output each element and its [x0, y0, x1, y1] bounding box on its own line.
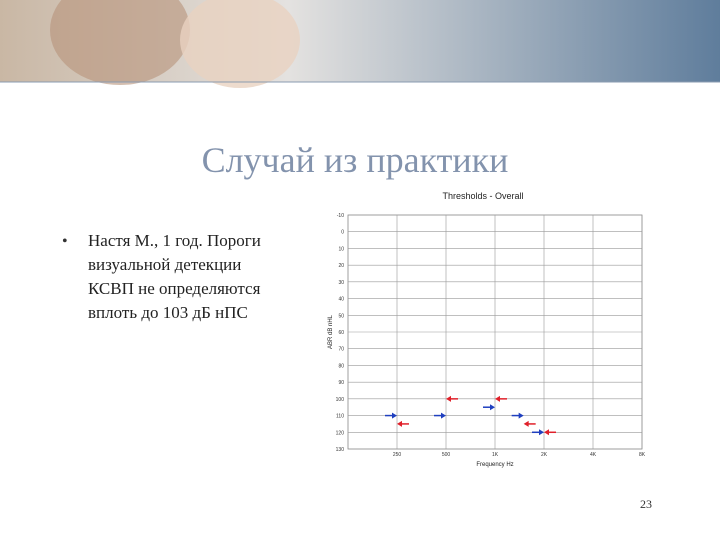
y-tick-label: 10: [338, 246, 344, 252]
chart-background: [318, 186, 660, 472]
arrow-head: [539, 429, 544, 436]
y-tick-label: 70: [338, 347, 344, 353]
x-tick-label: 1K: [492, 452, 499, 458]
y-tick-label: 40: [338, 297, 344, 303]
threshold-arrow: [397, 420, 409, 427]
arrow-head: [523, 420, 529, 427]
bullet: •: [62, 233, 68, 250]
threshold-arrow: [446, 395, 458, 402]
y-tick-label: -10: [337, 213, 344, 219]
y-tick-label: 0: [341, 230, 344, 236]
arrow-head: [495, 395, 500, 402]
y-tick-label: 60: [338, 330, 344, 336]
x-tick-label: 250: [393, 452, 402, 458]
y-tick-label: 90: [338, 380, 344, 386]
bullet-line: КСВП не определяются: [88, 279, 261, 298]
photo-face: [50, 0, 190, 85]
bullet-line: Настя М., 1 год. Пороги: [88, 231, 261, 250]
arrow-head: [518, 412, 524, 419]
arrow-head: [544, 429, 549, 436]
bullet-text: Настя М., 1 год. Пороги визуальной детекц…: [88, 231, 261, 322]
x-tick-label: 2K: [541, 452, 548, 458]
y-tick-label: 120: [336, 430, 345, 436]
x-tick-label: 4K: [590, 452, 597, 458]
arrow-head: [490, 404, 495, 411]
y-tick-label: 130: [336, 447, 345, 453]
arrow-head: [392, 412, 397, 419]
threshold-arrow: [434, 412, 446, 419]
bullet-line: вплоть до 103 дБ нПС: [88, 303, 248, 322]
y-tick-label: 50: [338, 313, 344, 319]
y-tick-label: 110: [336, 414, 344, 420]
arrow-head: [397, 420, 402, 427]
arrow-head: [441, 412, 446, 419]
page-number: 23: [640, 497, 652, 511]
threshold-arrow: [523, 420, 536, 427]
slide-title: Случай из практики: [202, 140, 509, 180]
y-tick-label: 100: [336, 397, 345, 403]
y-tick-label: 80: [338, 363, 344, 369]
bullet-line: визуальной детекции: [88, 255, 241, 274]
y-axis-label: ABR dB nHL: [328, 314, 334, 349]
x-axis-label: Frequency Hz: [476, 462, 513, 468]
x-tick-label: 8K: [639, 452, 646, 458]
threshold-arrow: [385, 412, 397, 419]
chart: -10 0 10 20 30 40 50 60 70 80 90 100 110 120 130 250 500…: [336, 213, 646, 458]
y-tick-label: 30: [338, 280, 344, 286]
arrow-head: [446, 395, 451, 402]
threshold-arrow: [483, 404, 495, 411]
photo-face: [180, 0, 300, 88]
y-tick-label: 20: [338, 263, 344, 269]
x-tick-label: 500: [442, 452, 451, 458]
threshold-arrow: [544, 429, 556, 436]
chart-title: Thresholds - Overall: [442, 191, 523, 201]
threshold-arrow: [532, 429, 544, 436]
threshold-arrow: [511, 412, 524, 419]
threshold-arrow: [495, 395, 507, 402]
